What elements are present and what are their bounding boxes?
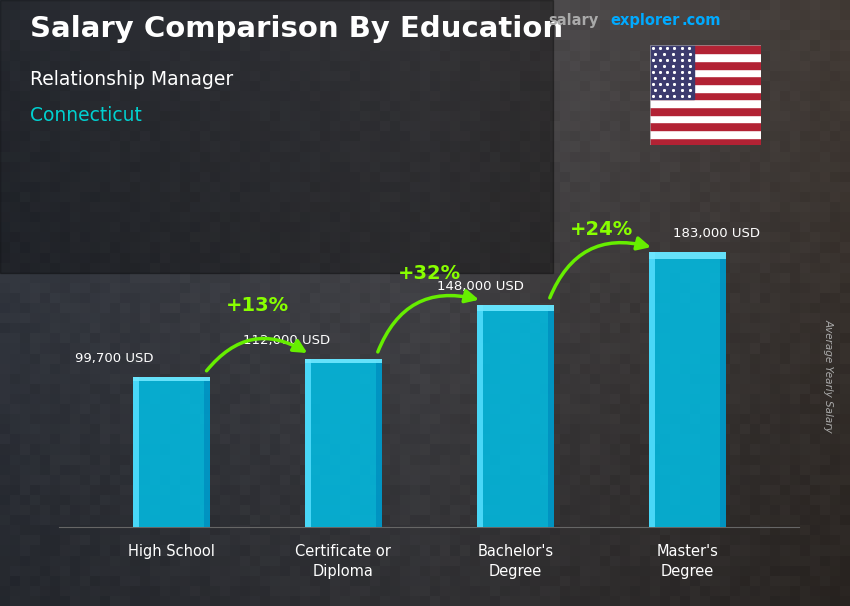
Bar bbox=[650, 92, 761, 99]
Bar bbox=[650, 53, 761, 61]
Bar bbox=[649, 252, 726, 527]
Bar bbox=[204, 378, 210, 527]
Bar bbox=[477, 305, 554, 527]
Bar bbox=[133, 378, 210, 527]
Bar bbox=[720, 252, 726, 527]
Bar bbox=[547, 305, 554, 527]
Text: 99,700 USD: 99,700 USD bbox=[76, 353, 154, 365]
Bar bbox=[477, 305, 554, 310]
Bar bbox=[0, 0, 552, 273]
Bar bbox=[650, 84, 761, 92]
Text: 112,000 USD: 112,000 USD bbox=[243, 334, 330, 347]
Text: +13%: +13% bbox=[226, 296, 289, 315]
Bar bbox=[650, 122, 761, 130]
Text: Connecticut: Connecticut bbox=[30, 106, 142, 125]
Text: Relationship Manager: Relationship Manager bbox=[30, 70, 233, 88]
Text: explorer: explorer bbox=[610, 13, 680, 28]
Bar bbox=[650, 99, 761, 107]
Bar bbox=[650, 76, 761, 84]
Bar bbox=[650, 45, 761, 53]
Bar bbox=[649, 252, 726, 259]
Text: +32%: +32% bbox=[398, 264, 461, 283]
Bar bbox=[650, 130, 761, 138]
Text: Average Yearly Salary: Average Yearly Salary bbox=[824, 319, 834, 433]
Text: 183,000 USD: 183,000 USD bbox=[673, 227, 760, 241]
Text: Salary Comparison By Education: Salary Comparison By Education bbox=[30, 15, 563, 43]
Text: 148,000 USD: 148,000 USD bbox=[438, 280, 524, 293]
Bar bbox=[133, 378, 210, 381]
Text: .com: .com bbox=[682, 13, 721, 28]
Bar bbox=[304, 359, 311, 527]
Bar bbox=[304, 359, 382, 363]
Bar bbox=[133, 378, 139, 527]
Bar bbox=[650, 45, 694, 99]
Bar bbox=[650, 68, 761, 76]
Bar bbox=[650, 61, 761, 68]
Bar bbox=[650, 107, 761, 115]
Bar bbox=[376, 359, 382, 527]
Text: +24%: +24% bbox=[570, 221, 633, 239]
Bar bbox=[304, 359, 382, 527]
Text: salary: salary bbox=[548, 13, 598, 28]
Bar bbox=[477, 305, 483, 527]
Bar bbox=[650, 138, 761, 145]
Bar bbox=[650, 115, 761, 122]
Bar bbox=[649, 252, 654, 527]
